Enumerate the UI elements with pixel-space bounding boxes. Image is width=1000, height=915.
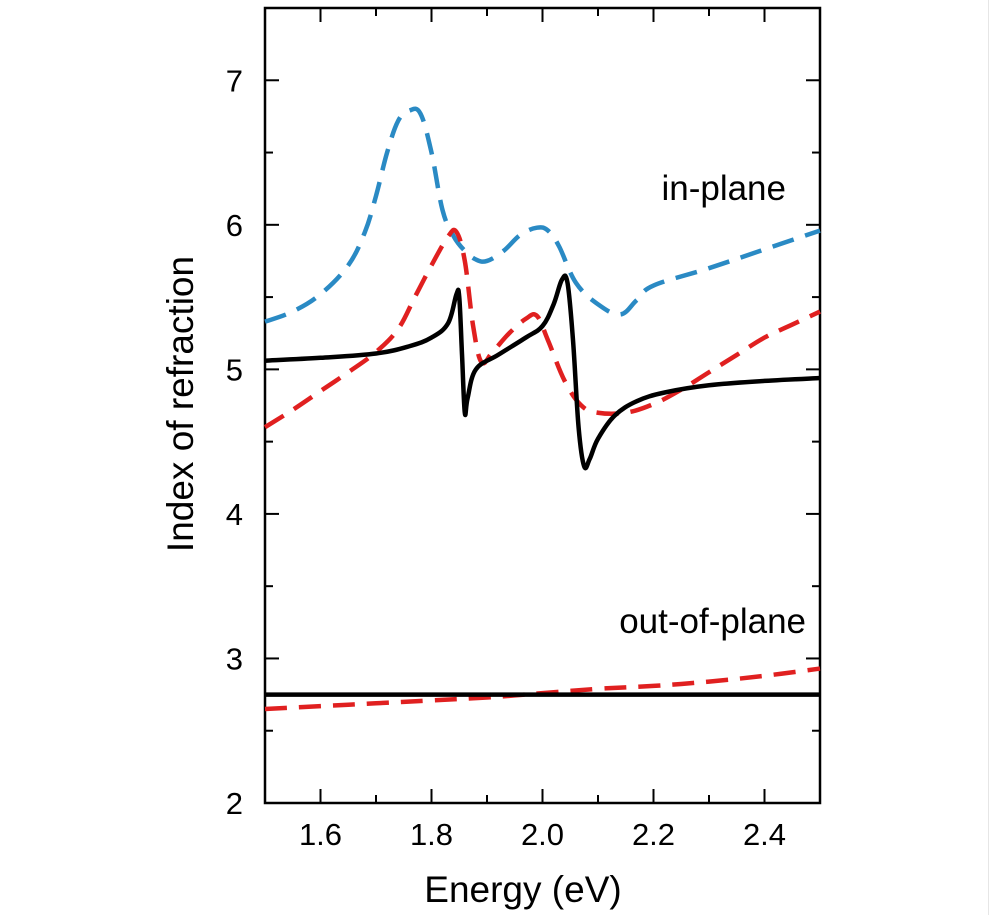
annotation-in-plane: in-plane	[661, 169, 786, 208]
x-tick-label: 2.0	[521, 817, 564, 852]
x-tick-label: 2.4	[743, 817, 786, 852]
y-tick-label: 7	[226, 63, 243, 98]
plot-frame	[263, 6, 822, 805]
series-in-plane-blue-dashed	[264, 106, 821, 324]
series-layer	[263, 106, 821, 712]
x-tick-label: 1.6	[299, 817, 342, 852]
y-tick-label: 6	[226, 208, 243, 243]
x-axis-title: Energy (eV)	[424, 869, 621, 910]
y-tick-label: 5	[226, 352, 243, 387]
tick-labels: 2 3 4 5 6 7 1.6 1.8 2.0 2.2 2.4	[226, 63, 786, 852]
axis-ticks	[264, 7, 821, 804]
x-tick-label: 1.8	[410, 817, 453, 852]
series-in-plane-black-solid	[264, 273, 821, 471]
y-tick-label: 3	[226, 641, 243, 676]
y-tick-label: 2	[226, 786, 243, 821]
x-tick-label: 2.2	[632, 817, 675, 852]
series-out-of-plane-red-dashed	[264, 666, 821, 712]
axes-box	[263, 6, 822, 805]
y-axis-title: Index of refraction	[160, 256, 201, 552]
series-in-plane-red-dashed	[263, 227, 821, 430]
annotation-out-of-plane: out-of-plane	[619, 602, 806, 641]
y-tick-label: 4	[226, 497, 243, 532]
right-edge-divider	[988, 0, 989, 915]
